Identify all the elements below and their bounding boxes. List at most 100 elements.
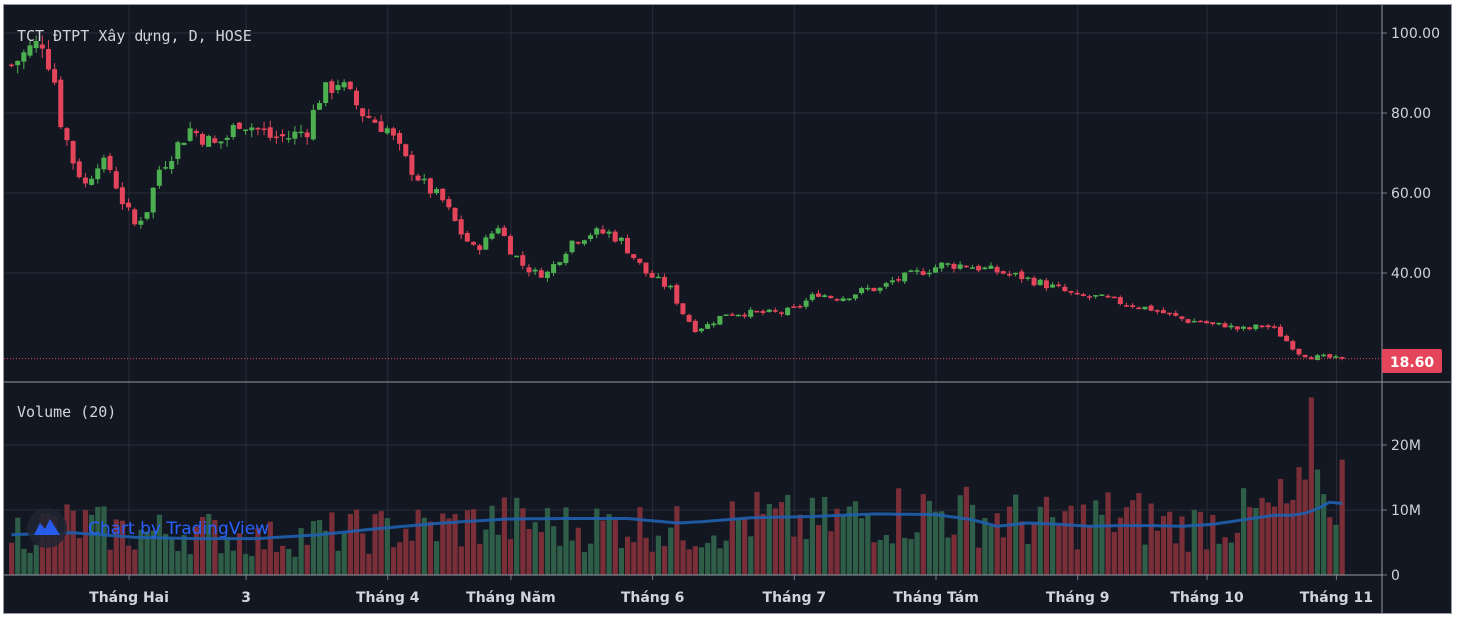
candle-body — [717, 315, 723, 325]
volume-bar — [495, 534, 501, 575]
volume-bar — [865, 514, 871, 575]
volume-bar — [390, 547, 397, 575]
volume-bar — [945, 537, 951, 575]
candle-body — [920, 271, 926, 275]
volume-bar — [1173, 543, 1179, 575]
volume-bar — [144, 531, 150, 575]
volume-bar — [489, 505, 495, 575]
volume-bar — [711, 535, 717, 575]
candle-body — [1216, 322, 1222, 325]
candle-body — [347, 81, 353, 90]
candle-body — [1296, 348, 1302, 355]
volume-bar — [58, 533, 64, 575]
candle-body — [156, 169, 162, 186]
volume-bar — [501, 497, 507, 575]
volume-bar — [292, 556, 298, 575]
candle-body — [409, 154, 415, 175]
volume-bar — [409, 540, 415, 575]
candle-body — [588, 235, 594, 239]
candle-body — [95, 168, 101, 180]
volume-bars — [9, 397, 1345, 575]
volume-bar — [748, 536, 754, 575]
candle-body — [976, 265, 982, 271]
price-tick-label: 80.00 — [1391, 106, 1431, 122]
volume-bar — [649, 551, 655, 575]
volume-bar — [1019, 521, 1025, 575]
tradingview-watermark[interactable]: Chart by TradingView — [27, 508, 269, 548]
candle-body — [199, 133, 205, 145]
volume-bar — [218, 553, 224, 575]
candle-body — [421, 178, 427, 181]
volume-bar — [655, 535, 661, 575]
volume-bar — [273, 552, 280, 575]
volume-bar — [347, 514, 353, 575]
candle-body — [902, 272, 908, 282]
volume-bar — [249, 556, 255, 575]
chart-svg[interactable]: 100.00 80.00 60.00 40.00 20M 10M 0 Tháng Hai 3 Th… — [4, 5, 1451, 613]
volume-bar — [951, 534, 957, 575]
candle-body — [1167, 312, 1173, 315]
candle-body — [292, 131, 298, 139]
candle-body — [113, 171, 119, 189]
candle-body — [144, 212, 150, 219]
candle-body — [440, 188, 446, 201]
candle-body — [772, 310, 778, 312]
candle-body — [45, 49, 51, 70]
candle-body — [1062, 286, 1068, 292]
candle-body — [150, 187, 156, 213]
candle-body — [366, 115, 372, 118]
volume-bar — [1006, 506, 1013, 575]
candle-body — [471, 242, 476, 245]
volume-bar — [1025, 544, 1031, 575]
last-price-badge-bg — [1382, 349, 1442, 373]
volume-bar — [64, 504, 70, 575]
candle-body — [193, 131, 199, 134]
volume-bar — [723, 540, 729, 575]
candle-body — [1247, 327, 1253, 330]
candle-body — [1253, 324, 1259, 330]
candle-body — [1173, 312, 1179, 316]
candle-body — [698, 328, 704, 332]
candle-body — [1222, 323, 1228, 328]
candle-body — [390, 128, 396, 136]
candle-body — [1136, 307, 1142, 310]
volume-bar — [27, 552, 33, 575]
volume-bar — [329, 512, 335, 575]
candle-body — [206, 135, 212, 147]
candle-body — [760, 310, 766, 313]
candle-body — [668, 285, 674, 288]
volume-bar — [1308, 397, 1314, 575]
chart-frame[interactable]: 100.00 80.00 60.00 40.00 20M 10M 0 Tháng Hai 3 Th… — [3, 4, 1452, 614]
candle-body — [126, 202, 132, 208]
candle-body — [397, 133, 403, 144]
volume-bar — [317, 520, 323, 575]
volume-bar — [1234, 532, 1241, 575]
volume-bar — [1339, 459, 1345, 575]
candle-body — [27, 45, 33, 56]
volume-bar — [156, 514, 163, 575]
volume-bar — [9, 542, 15, 575]
volume-bar — [1130, 500, 1136, 575]
volume-bar — [926, 500, 933, 575]
candle-body — [1160, 310, 1166, 314]
candle-body — [1234, 326, 1240, 330]
candle-body — [169, 160, 175, 170]
volume-bar — [243, 553, 249, 575]
volume-bar — [1290, 499, 1296, 575]
volume-bar — [551, 526, 557, 575]
candle-body — [403, 144, 409, 157]
volume-bar — [1167, 511, 1173, 575]
candle-body — [1093, 295, 1099, 297]
volume-bar — [1216, 543, 1222, 575]
candle-body — [631, 254, 637, 259]
candle-body — [1037, 279, 1043, 286]
candle-body — [908, 270, 914, 272]
volume-bar — [434, 541, 440, 575]
volume-bar — [637, 507, 643, 575]
candle-body — [569, 240, 575, 253]
candle-body — [64, 128, 70, 141]
volume-bar — [1013, 494, 1019, 575]
volume-bar — [181, 535, 187, 575]
candle-body — [723, 314, 729, 316]
candle-body — [594, 228, 600, 235]
